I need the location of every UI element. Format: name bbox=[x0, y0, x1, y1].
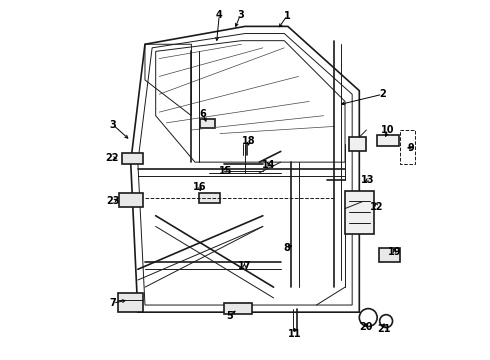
Polygon shape bbox=[348, 137, 367, 152]
Text: 23: 23 bbox=[106, 197, 120, 206]
Polygon shape bbox=[122, 153, 143, 164]
Text: 9: 9 bbox=[408, 143, 415, 153]
Polygon shape bbox=[200, 119, 215, 128]
Text: 3: 3 bbox=[109, 120, 116, 130]
Text: 7: 7 bbox=[109, 298, 116, 308]
Text: 2: 2 bbox=[379, 89, 386, 99]
Polygon shape bbox=[379, 248, 400, 262]
Text: 3: 3 bbox=[237, 10, 244, 20]
Text: 17: 17 bbox=[238, 261, 251, 271]
Text: 18: 18 bbox=[242, 136, 255, 146]
Text: 1: 1 bbox=[284, 11, 291, 21]
Text: 16: 16 bbox=[193, 182, 207, 192]
Text: 12: 12 bbox=[370, 202, 384, 212]
Polygon shape bbox=[119, 193, 143, 207]
Text: 11: 11 bbox=[288, 329, 301, 339]
Text: 15: 15 bbox=[219, 166, 232, 176]
Polygon shape bbox=[198, 193, 220, 203]
Text: 21: 21 bbox=[377, 324, 391, 334]
Text: 13: 13 bbox=[361, 175, 374, 185]
Text: 19: 19 bbox=[388, 247, 401, 257]
Text: 5: 5 bbox=[226, 311, 233, 321]
Polygon shape bbox=[345, 191, 373, 234]
Text: 14: 14 bbox=[262, 160, 276, 170]
Text: 20: 20 bbox=[359, 322, 372, 332]
Polygon shape bbox=[118, 293, 143, 312]
Polygon shape bbox=[377, 135, 398, 146]
Text: 8: 8 bbox=[283, 243, 290, 253]
Text: 4: 4 bbox=[216, 10, 222, 20]
Polygon shape bbox=[223, 303, 252, 314]
Text: 10: 10 bbox=[381, 125, 394, 135]
Text: 6: 6 bbox=[199, 109, 206, 119]
Text: 22: 22 bbox=[105, 153, 119, 163]
